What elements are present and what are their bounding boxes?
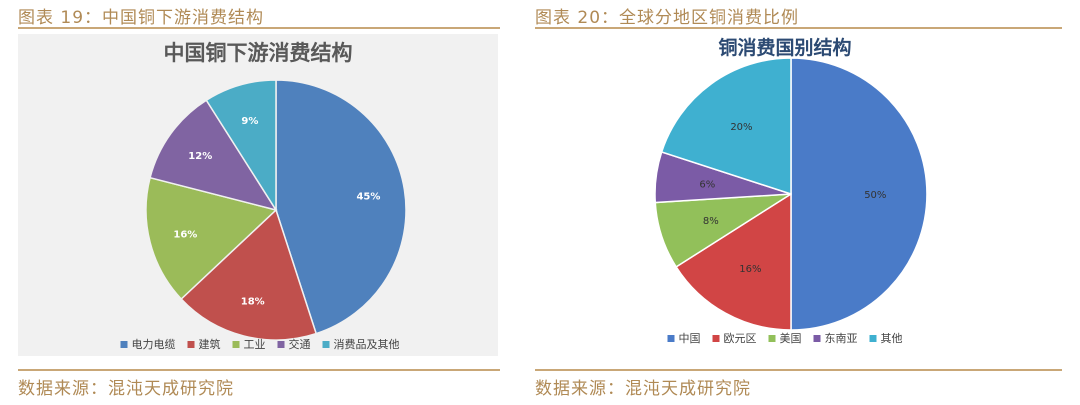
slice-label: 9%: [241, 116, 258, 127]
pie-slice: [149, 99, 278, 212]
pie-chart-china-downstream: 中国铜下游消费结构 45% 18% 16% 12% 9% 电力电缆 建筑 工业 交通 消费品及其他: [120, 41, 407, 351]
legend-swatch: [712, 335, 720, 342]
chart-title: 铜消费国别结构: [718, 36, 851, 59]
chart-panel-country-structure: 铜消费国别结构 50% 16% 8% 6% 20% 中国 欧元区 美国 东南亚 其他: [535, 34, 1060, 356]
caption-divider-right: [535, 27, 1062, 29]
chart-title: 中国铜下游消费结构: [164, 41, 353, 65]
pie-slice: [205, 79, 277, 213]
slice-label: 18%: [241, 297, 265, 308]
legend-entry: 中国: [679, 332, 701, 345]
legend-swatch: [322, 341, 330, 348]
legend-entry: 欧元区: [724, 332, 757, 345]
legend-swatch: [768, 335, 776, 342]
pie-slice: [180, 208, 318, 341]
pie-slice: [275, 79, 407, 335]
legend-swatch: [813, 335, 821, 342]
slice-label: 16%: [173, 229, 197, 240]
pie-slice: [675, 192, 792, 331]
caption-divider-left: [18, 27, 500, 29]
pie-chart-country-structure: 铜消费国别结构 50% 16% 8% 6% 20% 中国 欧元区 美国 东南亚 其他: [654, 36, 928, 345]
legend-entry: 建筑: [199, 337, 221, 351]
pie-slice: [660, 57, 792, 196]
legend: 电力电缆 建筑 工业 交通 消费品及其他: [120, 337, 400, 351]
slice-label: 8%: [703, 216, 719, 227]
legend-swatch: [232, 341, 240, 348]
slice-label: 50%: [864, 190, 886, 201]
figure-caption-right: 图表 20：全球分地区铜消费比例: [535, 8, 800, 28]
pie-slice: [145, 176, 278, 301]
source-divider-left: [18, 369, 500, 371]
legend-swatch: [869, 335, 877, 342]
legend-swatch: [187, 341, 195, 348]
slice-label: 45%: [356, 191, 380, 202]
legend: 中国 欧元区 美国 东南亚 其他: [667, 332, 903, 345]
legend-entry: 交通: [289, 337, 311, 351]
legend-entry: 电力电缆: [132, 338, 176, 351]
legend-swatch: [120, 341, 128, 348]
pie-slice: [790, 57, 928, 331]
legend-swatch: [667, 335, 675, 342]
source-divider-right: [535, 369, 1062, 371]
slice-label: 16%: [739, 264, 761, 275]
slice-label: 6%: [699, 179, 715, 190]
source-note-right: 数据来源：混沌天成研究院: [535, 379, 751, 399]
source-note-left: 数据来源：混沌天成研究院: [18, 379, 234, 399]
slice-label: 20%: [730, 122, 752, 133]
legend-swatch: [277, 341, 285, 348]
legend-entry: 美国: [780, 332, 802, 345]
legend-entry: 东南亚: [825, 332, 858, 345]
chart-panel-china-downstream: 中国铜下游消费结构 45% 18% 16% 12% 9% 电力电缆 建筑 工业 交通 消费品及其他: [18, 34, 498, 356]
legend-entry: 消费品及其他: [334, 337, 400, 351]
legend-entry: 其他: [881, 332, 903, 345]
legend-entry: 工业: [244, 338, 266, 351]
slice-label: 12%: [188, 151, 212, 162]
figure-caption-left: 图表 19：中国铜下游消费结构: [18, 8, 265, 28]
